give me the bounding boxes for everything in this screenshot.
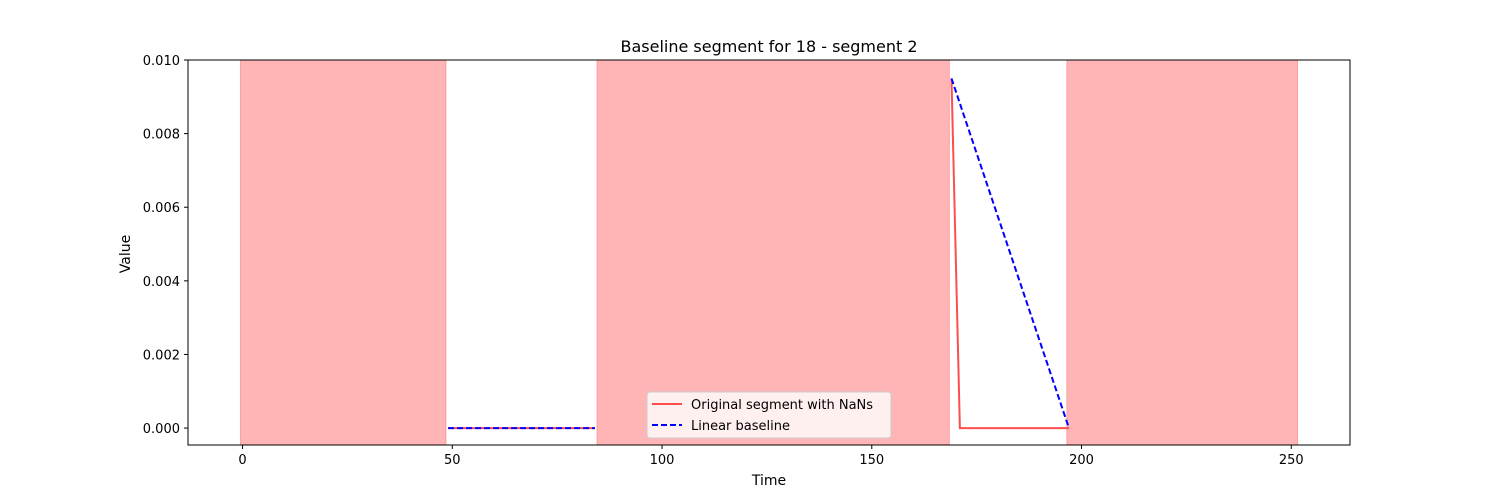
series-1-segment-2 bbox=[950, 78, 1069, 430]
x-axis-label: Time bbox=[751, 473, 786, 489]
y-tick-label: 0.002 bbox=[143, 348, 180, 363]
legend-label-baseline: Linear baseline bbox=[691, 419, 790, 434]
y-tick-label: 0.006 bbox=[143, 201, 180, 216]
y-tick-label: 0.008 bbox=[143, 128, 180, 143]
x-axis-ticks: 0 50 100 150 200 250 bbox=[238, 445, 1304, 468]
axes-frame bbox=[187, 59, 1351, 446]
y-axis-label: Value bbox=[118, 235, 134, 273]
legend-box bbox=[646, 391, 892, 439]
chart-title: Baseline segment for 18 - segment 2 bbox=[620, 37, 917, 56]
x-tick-label: 100 bbox=[650, 453, 675, 468]
shaded-region-2 bbox=[596, 59, 950, 446]
shaded-regions bbox=[239, 59, 1299, 446]
y-tick-label: 0.010 bbox=[143, 54, 180, 69]
legend: Original segment with NaNs Linear baseli… bbox=[646, 391, 892, 439]
y-tick-label: 0.004 bbox=[143, 275, 180, 290]
series-2-segment-2 bbox=[950, 78, 1070, 429]
legend-label-original: Original segment with NaNs bbox=[691, 398, 873, 413]
x-tick-label: 250 bbox=[1279, 453, 1304, 468]
x-tick-label: 0 bbox=[238, 453, 246, 468]
shaded-region-3 bbox=[1066, 59, 1299, 446]
series-lines bbox=[448, 78, 1070, 430]
shaded-region-1 bbox=[239, 59, 447, 446]
x-tick-label: 50 bbox=[444, 453, 461, 468]
x-tick-label: 150 bbox=[859, 453, 884, 468]
y-tick-label: 0.000 bbox=[143, 422, 180, 437]
x-tick-label: 200 bbox=[1069, 453, 1094, 468]
y-axis-ticks: 0.000 0.002 0.004 0.006 0.008 0.010 bbox=[143, 54, 188, 437]
